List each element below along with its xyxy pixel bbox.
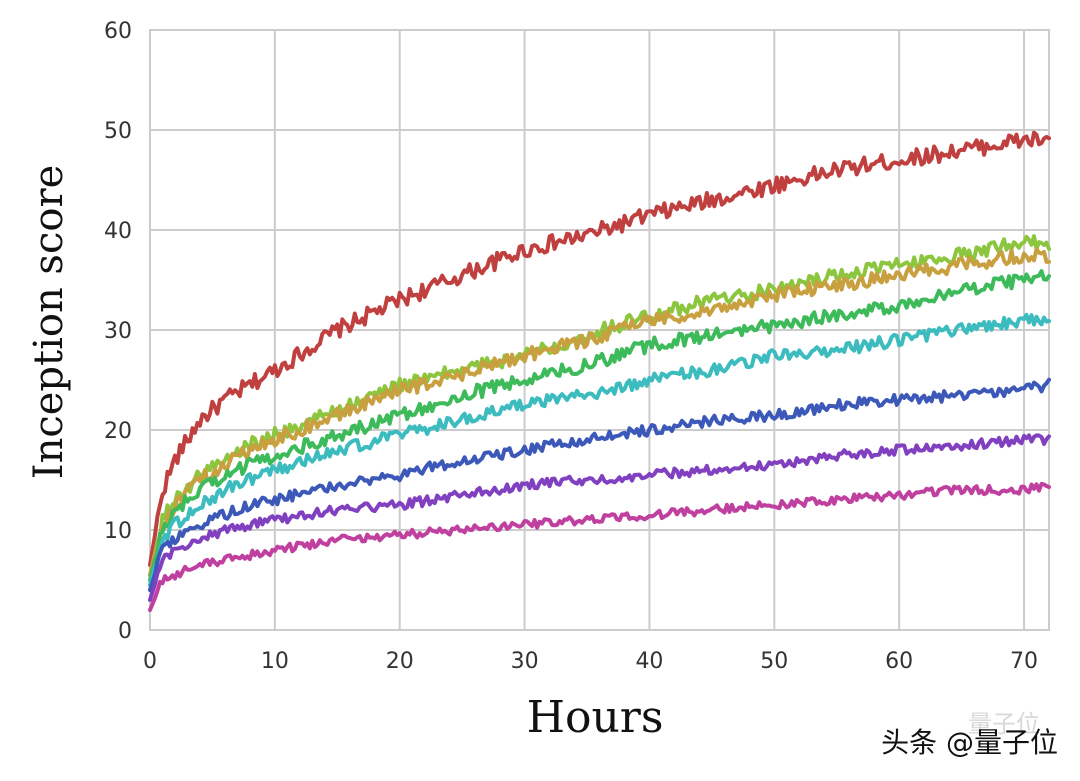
watermark-faint-text: 量子位 — [968, 710, 1040, 738]
x-tick-label: 0 — [143, 649, 157, 674]
y-tick-label: 10 — [104, 519, 132, 544]
series-line-5 — [148, 312, 1051, 587]
series-line-1 — [148, 130, 1051, 567]
x-tick-label: 10 — [261, 649, 289, 674]
y-tick-label: 20 — [104, 419, 132, 444]
x-axis-title: Hours — [527, 692, 664, 743]
y-tick-label: 40 — [104, 219, 132, 244]
y-axis-title: Inception score — [26, 165, 72, 479]
series-line-6 — [148, 377, 1051, 592]
x-tick-label: 50 — [760, 649, 788, 674]
x-tick-label: 20 — [386, 649, 414, 674]
chart-grid — [149, 29, 1049, 631]
plot-frame — [149, 29, 1050, 631]
series-line-7 — [148, 433, 1051, 602]
y-tick-labels: 0 10 20 30 40 50 60 — [104, 19, 132, 644]
y-tick-label: 0 — [118, 619, 132, 644]
x-tick-labels: 0 10 20 30 40 50 60 70 — [143, 649, 1038, 674]
chart-series — [148, 130, 1051, 612]
y-tick-label: 30 — [104, 319, 132, 344]
x-tick-label: 30 — [511, 649, 539, 674]
series-line-4 — [148, 269, 1051, 582]
series-line-8 — [148, 481, 1051, 612]
series-line-2 — [148, 234, 1051, 577]
watermark-text: 头条 @量子位 — [881, 726, 1058, 759]
y-tick-label: 60 — [104, 19, 132, 44]
y-tick-label: 50 — [104, 119, 132, 144]
x-tick-label: 40 — [635, 649, 663, 674]
x-tick-label: 60 — [885, 649, 913, 674]
series-line-3 — [148, 247, 1051, 577]
x-tick-label: 70 — [1010, 649, 1038, 674]
